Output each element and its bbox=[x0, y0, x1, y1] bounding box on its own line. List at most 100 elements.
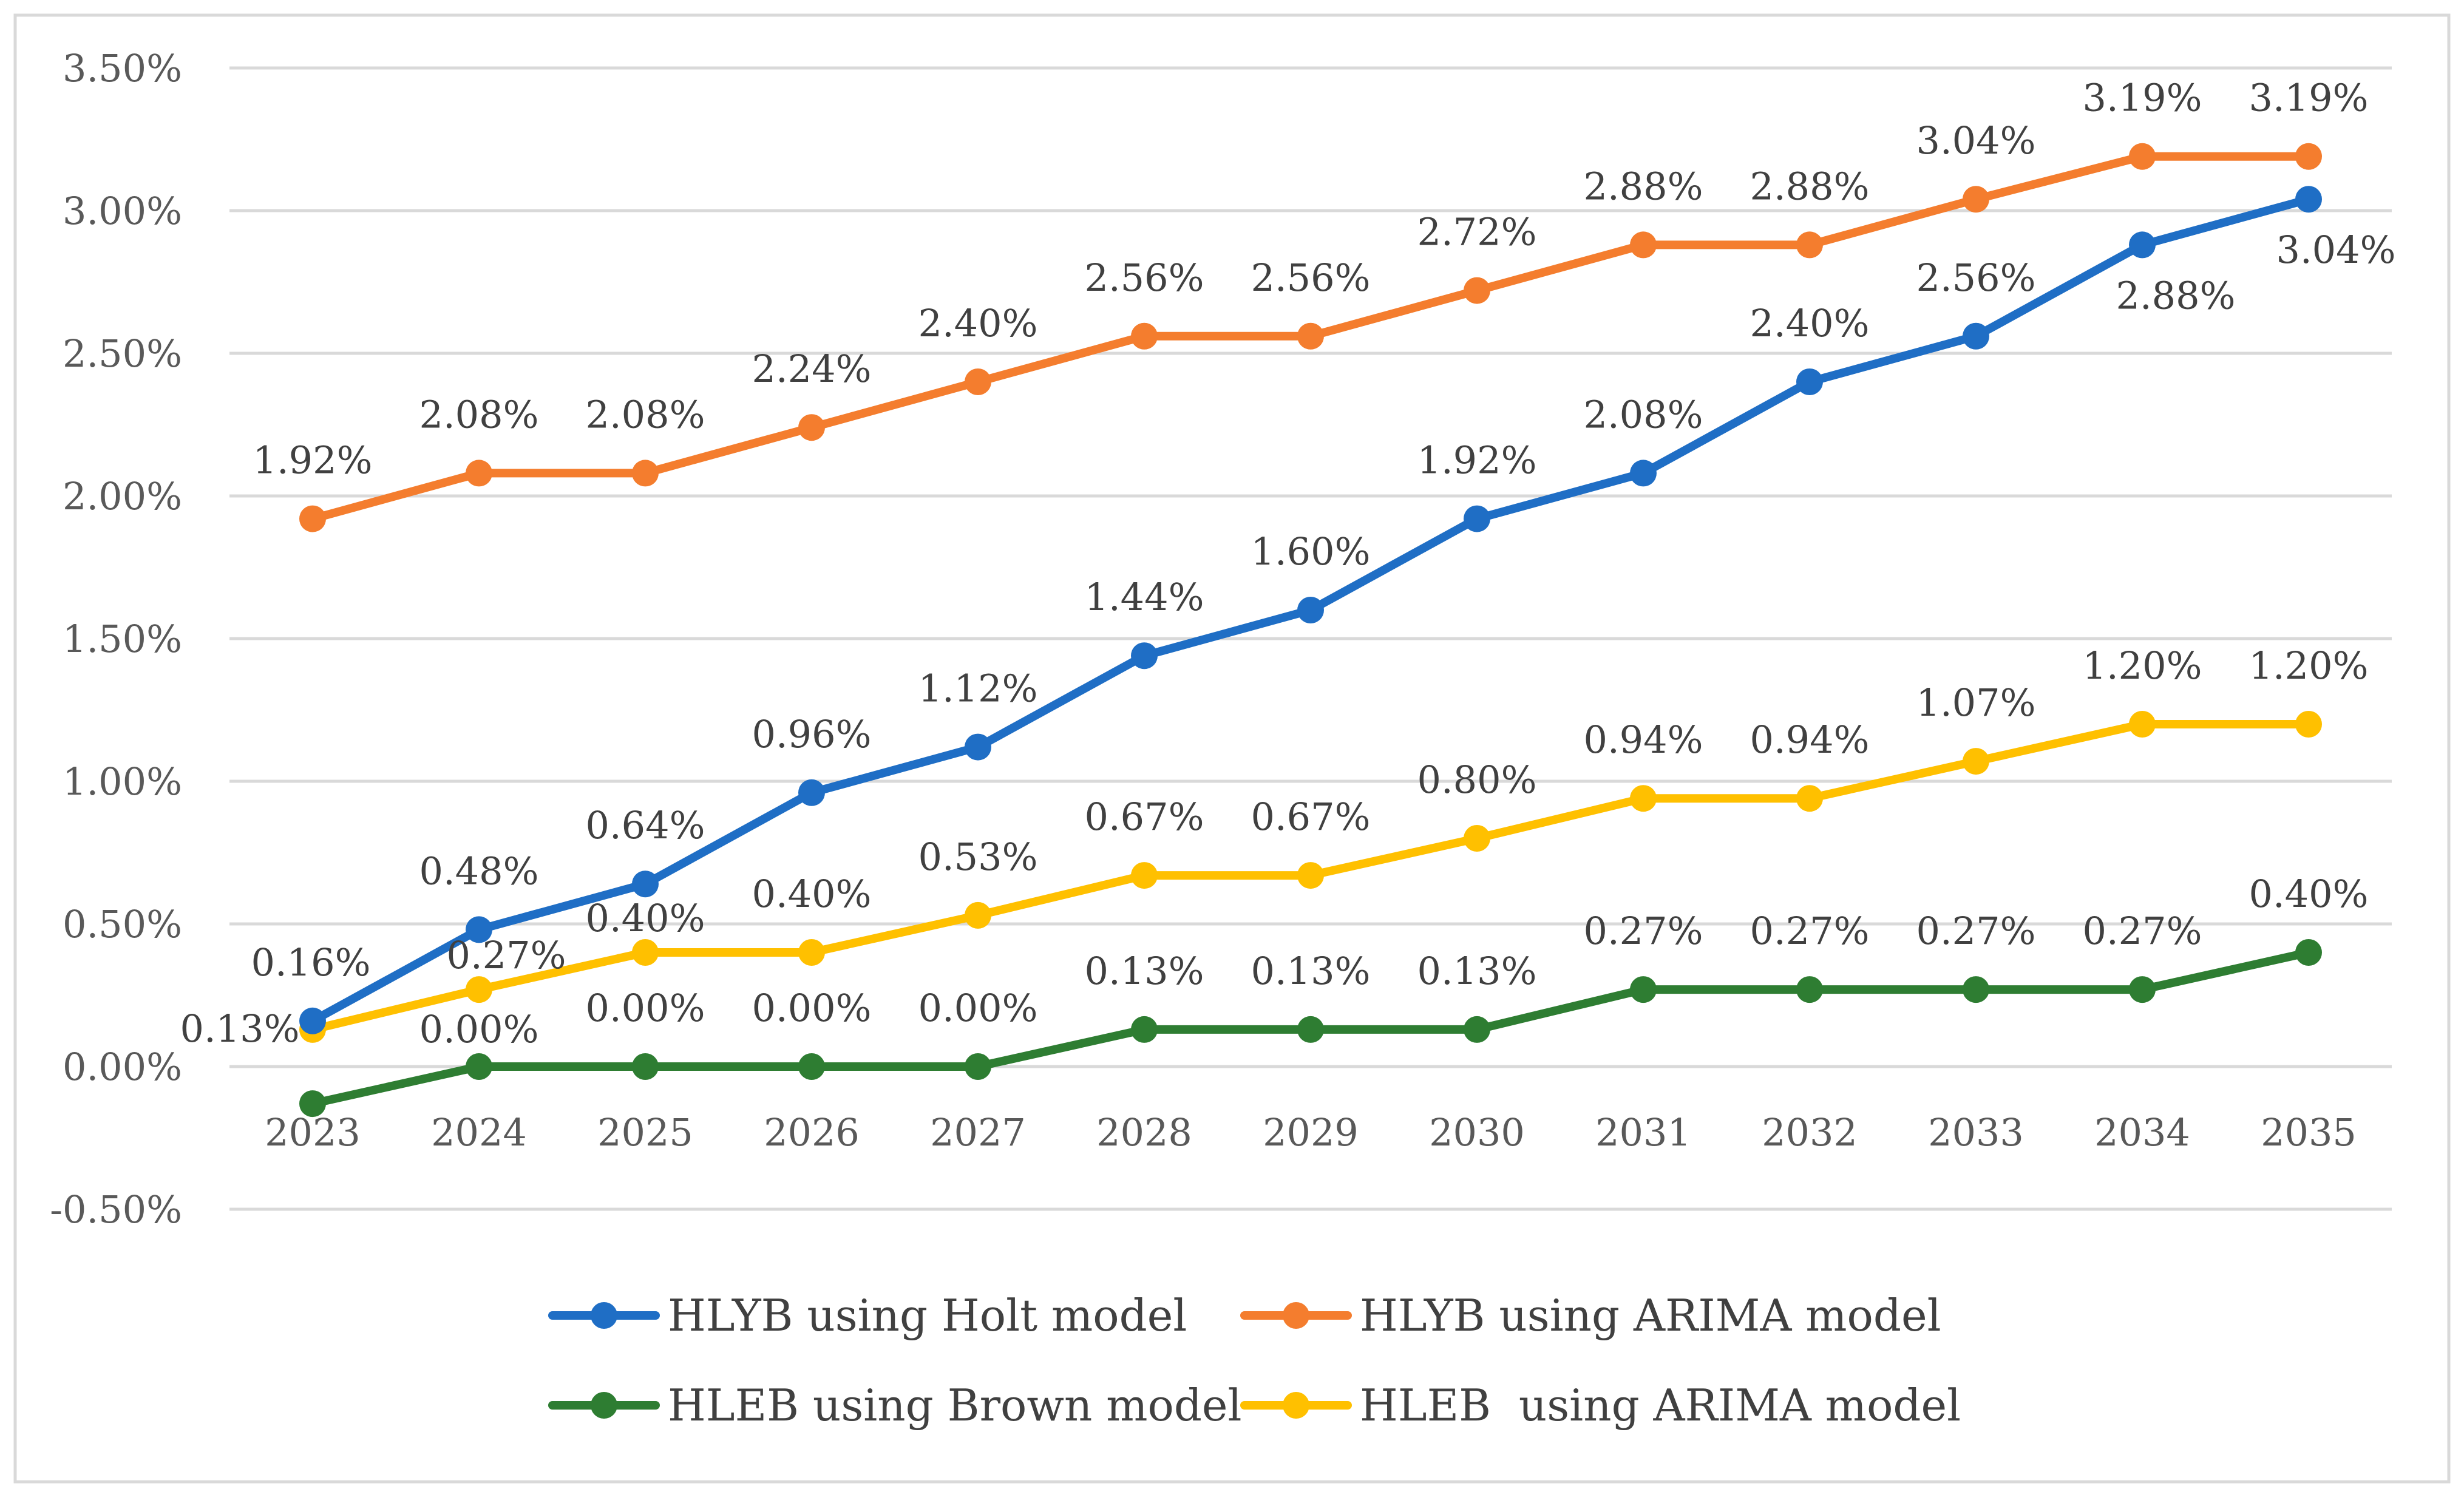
data-point bbox=[2129, 976, 2156, 1003]
data-point bbox=[2295, 939, 2322, 966]
data-point bbox=[1131, 322, 1158, 350]
data-point bbox=[1963, 322, 1989, 350]
y-tick-label: 3.50% bbox=[63, 46, 182, 90]
data-point bbox=[299, 1007, 326, 1034]
data-label: 0.40% bbox=[752, 872, 872, 916]
data-label: 3.04% bbox=[2276, 228, 2396, 272]
data-point bbox=[965, 901, 991, 929]
gridlines bbox=[229, 66, 2392, 1211]
data-point bbox=[466, 916, 492, 943]
y-tick-label: 0.00% bbox=[63, 1045, 182, 1089]
data-label: 3.04% bbox=[1916, 118, 2036, 163]
data-point bbox=[299, 1090, 326, 1118]
data-label: 2.88% bbox=[1584, 164, 1703, 208]
data-label: 0.96% bbox=[752, 712, 872, 756]
y-tick-label: 1.00% bbox=[63, 759, 182, 804]
data-label: 2.56% bbox=[1085, 256, 1204, 300]
data-label: 2.08% bbox=[419, 392, 539, 436]
data-label: 0.40% bbox=[2249, 872, 2369, 916]
x-tick-label: 2030 bbox=[1429, 1110, 1525, 1155]
data-label: 0.67% bbox=[1085, 795, 1204, 839]
data-point bbox=[632, 1053, 659, 1080]
data-label: 0.13% bbox=[1251, 949, 1371, 993]
data-point bbox=[1131, 642, 1158, 670]
data-label: 1.60% bbox=[1251, 529, 1371, 574]
legend-swatch-marker bbox=[1283, 1392, 1309, 1419]
data-label: 0.00% bbox=[586, 986, 705, 1030]
data-point bbox=[1464, 505, 1490, 532]
data-point bbox=[1796, 368, 1823, 395]
legend-label: HLYB using ARIMA model bbox=[1360, 1290, 1941, 1341]
data-label: 2.40% bbox=[918, 301, 1038, 345]
data-label: 0.13% bbox=[1417, 949, 1537, 993]
data-label: 0.27% bbox=[1750, 909, 1870, 953]
legend: HLYB using Holt model HLYB using ARIMA mo… bbox=[548, 1290, 1961, 1431]
x-tick-label: 2028 bbox=[1096, 1110, 1192, 1155]
legend-item: HLEB using Brown model bbox=[548, 1380, 1242, 1431]
data-label: 0.94% bbox=[1750, 718, 1870, 762]
data-label: 0.27% bbox=[1584, 909, 1703, 953]
data-point bbox=[1630, 231, 1657, 259]
x-tick-label: 2035 bbox=[2261, 1110, 2357, 1155]
data-label: 0.94% bbox=[1584, 718, 1703, 762]
legend-swatch-marker bbox=[591, 1392, 617, 1419]
x-tick-label: 2024 bbox=[431, 1110, 527, 1155]
data-point bbox=[1963, 748, 1989, 775]
data-label: 0.64% bbox=[586, 803, 705, 847]
series-group bbox=[299, 143, 2322, 532]
data-point bbox=[1796, 231, 1823, 259]
data-label: 2.24% bbox=[752, 347, 872, 391]
y-tick-label: 3.00% bbox=[63, 189, 182, 233]
legend-label: HLEB using ARIMA model bbox=[1360, 1380, 1961, 1431]
y-tick-label: 0.50% bbox=[63, 902, 182, 946]
x-tick-label: 2033 bbox=[1928, 1110, 2024, 1155]
series-lines bbox=[299, 143, 2322, 1118]
data-label: 0.13% bbox=[180, 1006, 300, 1051]
data-label: 1.20% bbox=[2249, 643, 2369, 688]
data-label: 1.12% bbox=[918, 667, 1038, 711]
data-point bbox=[1297, 1016, 1324, 1043]
data-point bbox=[2129, 711, 2156, 738]
y-tick-label: 1.50% bbox=[63, 617, 182, 661]
data-point bbox=[632, 939, 659, 966]
legend-swatch-marker bbox=[1283, 1302, 1309, 1329]
data-label: 2.56% bbox=[1251, 256, 1371, 300]
data-point bbox=[1297, 862, 1324, 889]
y-tick-label: 2.00% bbox=[63, 474, 182, 518]
data-label: 2.72% bbox=[1417, 210, 1537, 254]
data-label: 3.19% bbox=[2083, 76, 2202, 120]
data-point bbox=[1963, 186, 1989, 213]
data-label: 1.20% bbox=[2083, 643, 2202, 688]
data-point bbox=[798, 1053, 825, 1080]
x-tick-label: 2031 bbox=[1595, 1110, 1691, 1155]
data-point bbox=[965, 1053, 991, 1080]
data-point bbox=[965, 368, 991, 395]
series-group bbox=[299, 186, 2322, 1034]
data-label: 1.44% bbox=[1085, 575, 1204, 619]
data-point bbox=[798, 779, 825, 806]
data-label: 0.00% bbox=[918, 986, 1038, 1030]
data-label: 0.53% bbox=[918, 835, 1038, 879]
data-label: 3.19% bbox=[2249, 76, 2369, 120]
data-point bbox=[632, 460, 659, 487]
legend-item: HLYB using Holt model bbox=[548, 1290, 1187, 1341]
data-point bbox=[466, 1053, 492, 1080]
legend-label: HLEB using Brown model bbox=[668, 1380, 1242, 1431]
data-point bbox=[1630, 460, 1657, 487]
data-label: 0.13% bbox=[1085, 949, 1204, 993]
x-tick-label: 2029 bbox=[1263, 1110, 1359, 1155]
data-point bbox=[1464, 825, 1490, 852]
data-label: 1.92% bbox=[253, 438, 373, 483]
data-label: 0.48% bbox=[419, 849, 539, 893]
data-point bbox=[1796, 785, 1823, 812]
data-point bbox=[299, 505, 326, 532]
y-axis-tick-labels: 3.50% 3.00% 2.50% 2.00% 1.50% 1.00% 0.50% 0.00%… bbox=[50, 46, 182, 1232]
data-label: 1.07% bbox=[1916, 680, 2036, 725]
data-label: 2.56% bbox=[1916, 256, 2036, 300]
chart-frame bbox=[13, 13, 2451, 1484]
data-label: 2.08% bbox=[1584, 392, 1703, 436]
data-point bbox=[466, 460, 492, 487]
data-point bbox=[2129, 231, 2156, 259]
data-point bbox=[2295, 143, 2322, 170]
